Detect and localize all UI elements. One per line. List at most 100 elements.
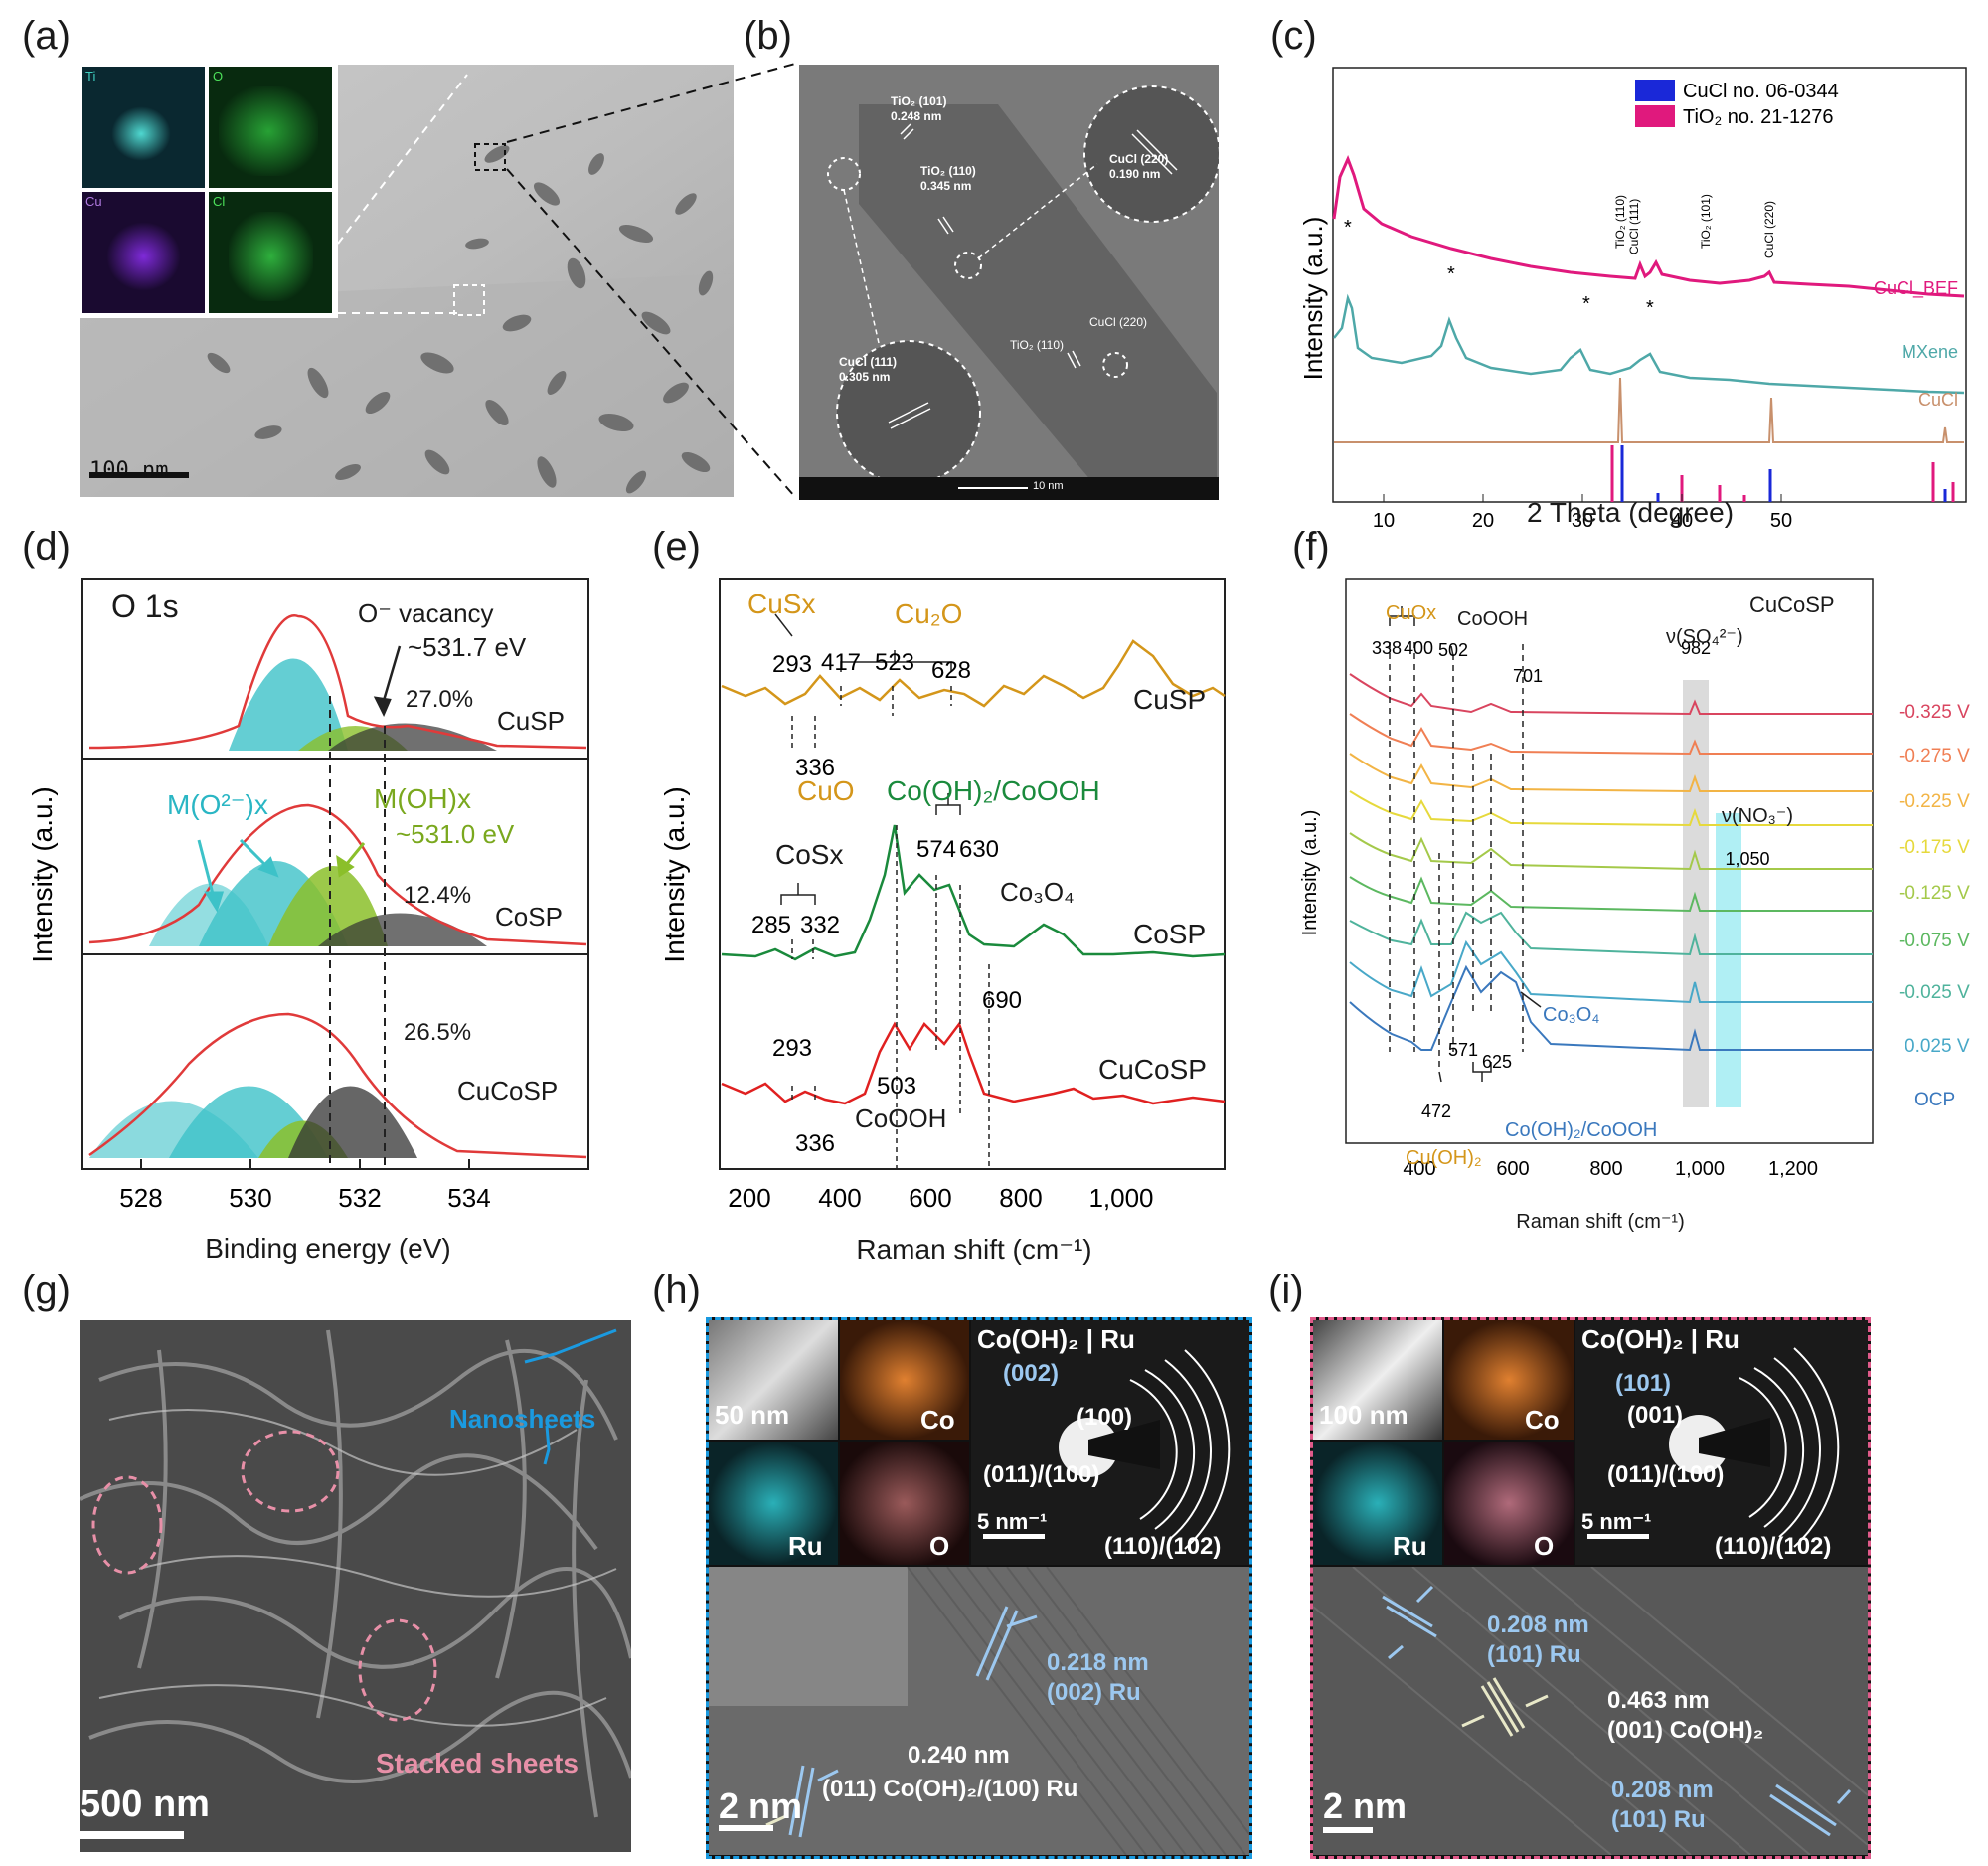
e-num-293a: 293: [772, 651, 812, 678]
i-saed-011: (011)/(100): [1607, 1461, 1725, 1488]
f-label-co3o4: Co₃O₄: [1543, 1004, 1600, 1026]
d-pct-cusp: 27.0%: [406, 686, 474, 713]
i-map-co: [1444, 1320, 1574, 1440]
e-sample-cusp: CuSP: [1133, 684, 1207, 715]
peak-label-tio2-110: TiO₂ (110): [1613, 195, 1627, 249]
e-num-574: 574: [916, 836, 956, 863]
f-num-338: 338: [1372, 638, 1402, 658]
b-label-d-0305: 0.305 nm: [839, 370, 891, 384]
d-moh-ev: ~531.0 eV: [396, 819, 515, 849]
series-cucl: [1334, 377, 1964, 443]
b-label-cucl-220b: CuCl (220): [1089, 315, 1148, 329]
b-label-d-0190: 0.190 nm: [1109, 167, 1161, 181]
i-scale-bottom: 2 nm: [1323, 1785, 1408, 1826]
f-num-982: 982: [1681, 638, 1711, 658]
b-label-d-0248: 0.248 nm: [891, 109, 942, 123]
e-label-cooh: Co(OH)₂/CoOOH: [887, 775, 1100, 806]
f-series-0125: [1349, 832, 1873, 871]
eds-map-cu: Cu: [82, 192, 205, 313]
f-label-cuoh2: Cu(OH)₂: [1406, 1147, 1482, 1169]
i-saed: [1575, 1320, 1868, 1565]
xtick-30: 30: [1572, 510, 1593, 532]
f-series-label-2: -0.225 V: [1899, 791, 1970, 812]
panel-e-raman: 293 417 523 628 336 574 630 285 332 690 …: [656, 577, 1233, 1272]
panel-a-tem: 100 nm Ti O Cu Cl: [80, 65, 734, 497]
xtick-20: 20: [1472, 510, 1494, 532]
e-num-503: 503: [877, 1073, 916, 1100]
y-axis-label-e: Intensity (a.u.): [659, 786, 690, 962]
f-label-coooh: CoOOH: [1457, 608, 1529, 630]
h-d1: 0.218 nm: [1047, 1649, 1149, 1676]
i-saed-title: Co(OH)₂ | Ru: [1581, 1324, 1740, 1354]
panel-c-xrd: CuCl no. 06-0344 TiO₂ no. 21-1276 * * * …: [1292, 60, 1988, 537]
eds-label-ti: Ti: [85, 69, 96, 84]
xtick-f-400: 400: [1403, 1158, 1435, 1180]
e-label-coooh: CoOOH: [855, 1103, 947, 1133]
h-map-ru: [709, 1442, 838, 1565]
e-num-417: 417: [821, 649, 861, 676]
f-label-so4: ν(SO₄²⁻): [1666, 626, 1743, 648]
series-label-mxene: MXene: [1902, 342, 1958, 362]
panel-label-a: (a): [22, 14, 71, 58]
i-saed-scale: 5 nm⁻¹: [1581, 1509, 1652, 1534]
g-ellipse-2: [241, 1430, 340, 1513]
scale-bar-a: 100 nm: [89, 458, 169, 483]
xtick-40: 40: [1671, 510, 1693, 532]
h-hrtem: [709, 1567, 1249, 1855]
ref-sticks-tio2: [1610, 445, 1955, 502]
e-series-cucosp: [721, 1021, 1226, 1105]
xtick-532: 532: [338, 1183, 381, 1213]
b-label-tio2-110: TiO₂ (110): [920, 164, 976, 178]
f-series-label-5: -0.075 V: [1899, 931, 1970, 951]
eds-map-ti: Ti: [82, 67, 205, 188]
d-fit-cosp: [88, 803, 587, 946]
f-series-label-8: OCP: [1914, 1090, 1955, 1110]
panel-b-hrtem: TiO₂ (101) 0.248 nm TiO₂ (110) 0.345 nm …: [799, 65, 1219, 500]
f-num-701: 701: [1513, 666, 1543, 686]
i-d2l: (001) Co(OH)₂: [1607, 1717, 1764, 1744]
f-series-0275: [1349, 713, 1873, 756]
panel-label-g: (g): [22, 1269, 71, 1312]
f-series-0025: [1349, 911, 1873, 956]
eds-label-cl: Cl: [213, 194, 226, 209]
legend-swatch-tio2: [1635, 105, 1675, 127]
i-d3l: (101) Ru: [1611, 1806, 1706, 1833]
h-scale-top: 50 nm: [715, 1400, 790, 1430]
f-series-label-4: -0.125 V: [1899, 883, 1970, 904]
f-series-label-6: -0.025 V: [1899, 982, 1970, 1003]
e-num-293b: 293: [772, 1035, 812, 1062]
b-label-tio2-101: TiO₂ (101): [891, 94, 947, 108]
f-series-0225: [1349, 753, 1873, 793]
e-num-332: 332: [800, 912, 840, 938]
f-series-label-0: -0.325 V: [1899, 702, 1970, 723]
panel-label-h: (h): [652, 1269, 701, 1312]
xtick-800: 800: [999, 1183, 1042, 1213]
xtick-f-600: 600: [1496, 1158, 1529, 1180]
zoom-connectors-ab: [506, 63, 796, 498]
panel-label-e: (e): [652, 525, 701, 569]
f-series-p0025: [1349, 939, 1873, 1004]
xtick-f-800: 800: [1589, 1158, 1622, 1180]
d-mo-label: M(O²⁻)x: [167, 789, 268, 820]
f-series-label-7: 0.025 V: [1905, 1036, 1970, 1057]
panel-g-sem: Nanosheets Stacked sheets 500 nm: [80, 1320, 631, 1852]
e-label-cusx: CuSx: [747, 589, 816, 619]
y-axis-label-c: Intensity (a.u.): [1298, 217, 1328, 381]
xtick-528: 528: [119, 1183, 162, 1213]
panel-label-i: (i): [1268, 1269, 1304, 1312]
h-label-o: O: [929, 1531, 950, 1561]
h-scale-bottom: 2 nm: [719, 1785, 803, 1826]
legend-swatch-cucl: [1635, 80, 1675, 101]
g-ellipse-1: [91, 1475, 163, 1575]
x-axis-label-d: Binding energy (eV): [205, 1233, 451, 1264]
y-axis-label-d: Intensity (a.u.): [30, 786, 58, 962]
d-pct-cosp: 12.4%: [404, 882, 472, 909]
d-title: O 1s: [111, 589, 179, 624]
panel-label-b: (b): [744, 14, 792, 58]
eds-label-cu: Cu: [85, 194, 102, 209]
xtick-530: 530: [229, 1183, 271, 1213]
h-haadf: [709, 1320, 838, 1440]
panel-label-d: (d): [22, 525, 71, 569]
star-4: *: [1646, 297, 1654, 319]
xps-chart: 528 530 532 534 Intensity (a.u.): [27, 578, 589, 1213]
